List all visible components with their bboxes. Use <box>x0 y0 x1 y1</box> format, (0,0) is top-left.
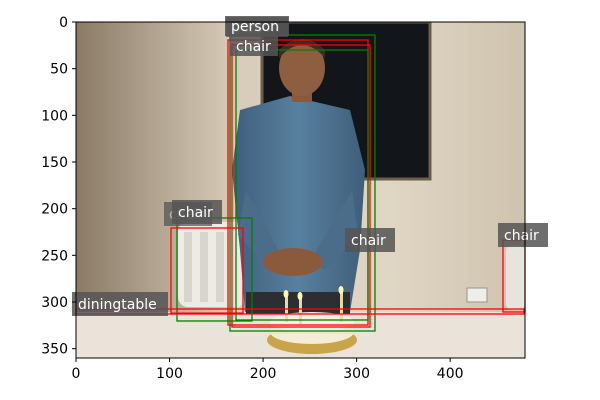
x-tick-label: 400 <box>437 366 464 382</box>
y-tick-label: 250 <box>41 248 68 264</box>
label-chair-mid: chair <box>345 228 395 252</box>
label-person: person <box>225 16 289 36</box>
gt-box-chair-top <box>235 49 369 321</box>
y-tick-label: 50 <box>50 62 68 78</box>
label-text-person: person <box>231 19 279 35</box>
pred-box-chair-top <box>231 44 371 328</box>
pred-box-chair-left <box>170 227 244 314</box>
label-chair-top: chair <box>230 36 278 56</box>
y-tick-label: 350 <box>41 342 68 358</box>
photo <box>76 22 525 358</box>
y-tick-label: 200 <box>41 202 68 218</box>
x-tick-label: 200 <box>250 366 277 382</box>
label-text-chair-mid: chair <box>351 233 386 249</box>
label-chair-right: chair <box>498 223 548 247</box>
label-text-chair-right: chair <box>504 228 539 244</box>
gt-box-person <box>229 34 376 332</box>
label-text-chair-left: chair <box>178 205 213 221</box>
x-tick-label: 300 <box>343 366 370 382</box>
y-tick-label: 0 <box>59 15 68 31</box>
axes-frame <box>75 21 526 359</box>
axis-ticks: 0 100 200 300 400 0 50 100 150 200 250 300 350 <box>41 15 463 382</box>
white-chair-right <box>506 245 525 310</box>
label-diningtable: diningtable <box>72 292 168 316</box>
x-tick-label: 0 <box>72 366 81 382</box>
label-tags: person person chair chair chair chair ch… <box>72 16 548 316</box>
label-text-diningtable: diningtable <box>78 297 157 313</box>
person-figure <box>232 39 365 314</box>
white-chair-left <box>178 222 246 307</box>
label-text-chair-top: chair <box>236 39 271 55</box>
y-tick-label: 150 <box>41 155 68 171</box>
y-tick-label: 300 <box>41 295 68 311</box>
label-chair-left: chair <box>172 200 222 224</box>
power-outlet <box>466 287 488 303</box>
x-tick-label: 100 <box>156 366 183 382</box>
y-tick-label: 100 <box>41 108 68 124</box>
